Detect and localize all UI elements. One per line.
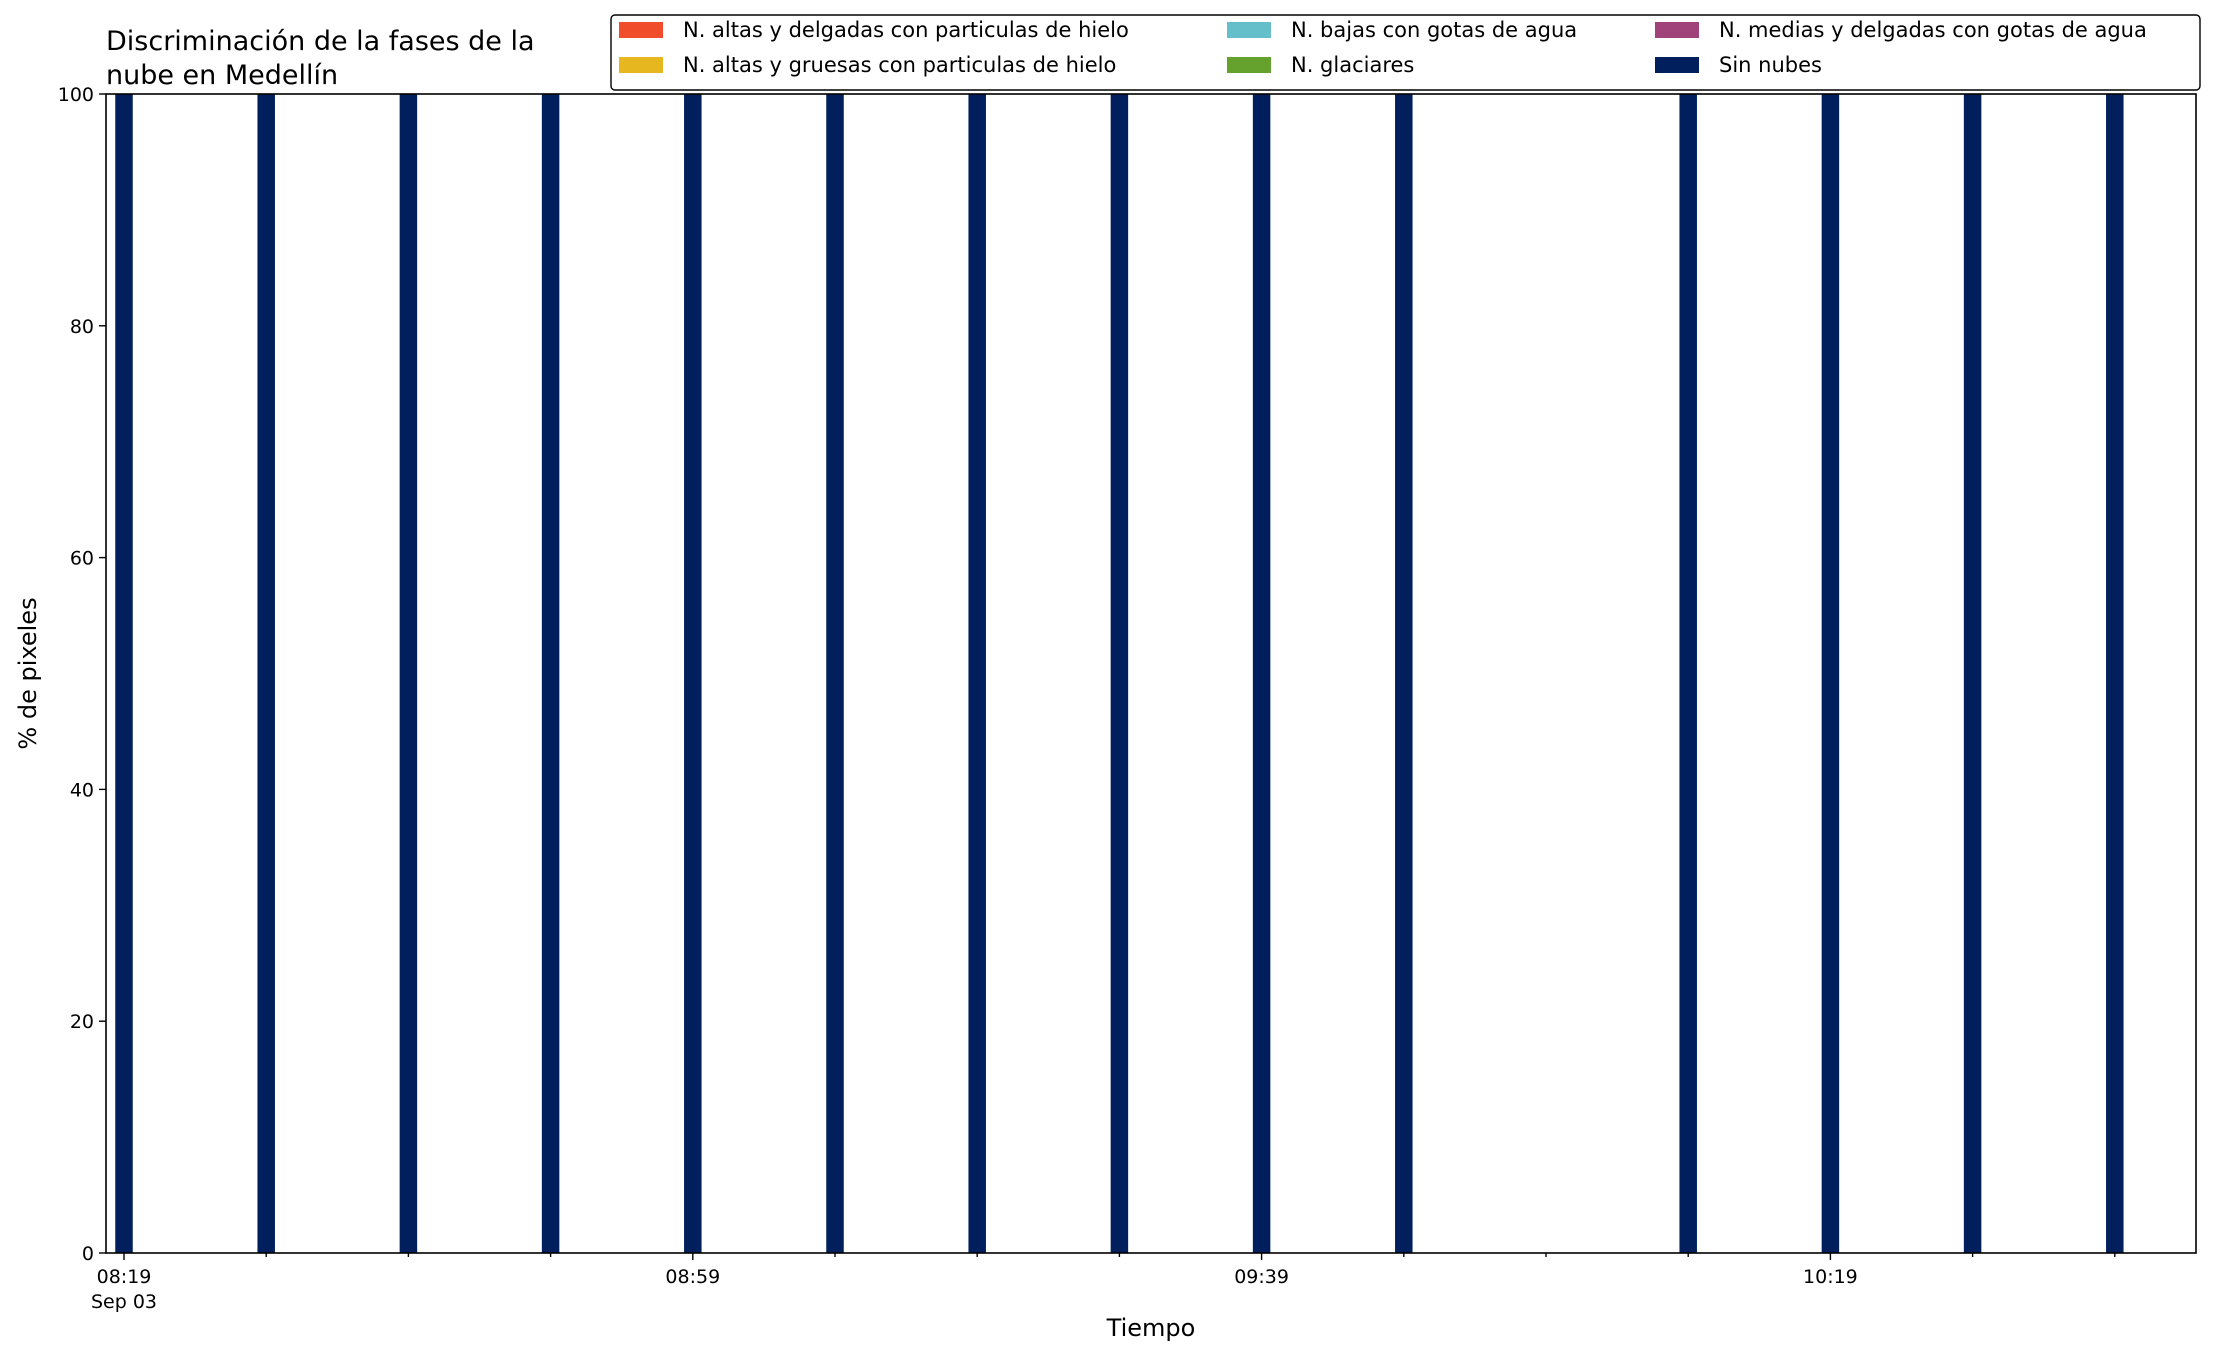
legend-swatch-4 — [1655, 22, 1699, 38]
x-date-label: Sep 03 — [91, 1291, 157, 1313]
bar-segment-1009-s5 — [1679, 94, 1697, 1253]
legend-swatch-3 — [1227, 57, 1271, 73]
bar-segment-1029-s5 — [1963, 94, 1982, 1253]
bar-segment-0939-s5 — [1252, 94, 1271, 1253]
bar-segment-0829-s5 — [257, 94, 275, 1253]
bar-segment-0839-s5 — [399, 94, 418, 1253]
bar-segment-0819-s5 — [115, 94, 133, 1253]
bar-segment-0849-s5 — [541, 94, 560, 1253]
x-axis-label: Tiempo — [1106, 1314, 1196, 1342]
x-tick-label-0: 08:19 — [97, 1266, 152, 1288]
y-tick-label-80: 80 — [70, 316, 94, 338]
y-tick-label-60: 60 — [70, 548, 94, 570]
y-axis-label: % de pixeles — [14, 597, 42, 749]
y-tick-label-20: 20 — [70, 1011, 94, 1033]
chart-title-line-1: Discriminación de la fases de la — [106, 26, 535, 57]
bar-segment-0919-s5 — [968, 94, 986, 1253]
legend-label-4: N. medias y delgadas con gotas de agua — [1719, 18, 2147, 42]
legend-box — [610, 14, 2201, 91]
bar-segment-0909-s5 — [826, 94, 844, 1253]
legend-label-1: N. altas y gruesas con particulas de hie… — [683, 53, 1116, 77]
x-tick-label-1: 08:59 — [665, 1266, 720, 1288]
bar-segment-0929-s5 — [1110, 94, 1129, 1253]
bar-segment-1019-s5 — [1821, 94, 1840, 1253]
legend-label-3: N. glaciares — [1291, 53, 1414, 77]
legend-label-0: N. altas y delgadas con particulas de hi… — [683, 18, 1129, 42]
bar-segment-0949-s5 — [1395, 94, 1413, 1253]
x-tick-label-3: 10:19 — [1803, 1266, 1858, 1288]
bar-segment-1039-s5 — [2106, 94, 2124, 1253]
legend: N. altas y delgadas con particulas de hi… — [610, 14, 2201, 91]
y-axis: 0 20 40 60 80 100 — [58, 84, 106, 1265]
bars-layer — [115, 94, 2124, 1253]
plot-frame — [105, 93, 2197, 1254]
x-tick-label-2: 09:39 — [1234, 1266, 1289, 1288]
legend-label-2: N. bajas con gotas de agua — [1291, 18, 1577, 42]
chart-title-line-2: nube en Medellín — [106, 60, 338, 91]
y-tick-label-100: 100 — [58, 84, 94, 106]
legend-label-5: Sin nubes — [1719, 53, 1822, 77]
legend-swatch-2 — [1227, 22, 1271, 38]
y-tick-label-40: 40 — [70, 779, 94, 801]
bar-segment-0859-s5 — [684, 94, 702, 1253]
y-tick-label-0: 0 — [82, 1243, 94, 1265]
legend-swatch-5 — [1655, 57, 1699, 73]
x-axis: 08:1908:5909:3910:1910:5911:3912:1912:59… — [91, 1253, 2116, 1313]
legend-swatch-0 — [619, 22, 663, 38]
legend-swatch-1 — [619, 57, 663, 73]
